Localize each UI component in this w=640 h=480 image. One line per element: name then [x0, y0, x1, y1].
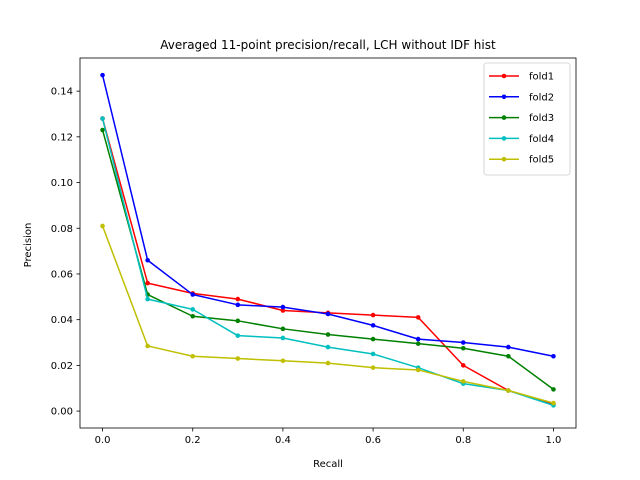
- data-point-fold3: [100, 127, 105, 133]
- legend-label-fold2: fold2: [529, 92, 554, 103]
- data-point-fold2: [415, 336, 421, 342]
- legend-marker-fold1: [501, 73, 507, 79]
- x-tick-label: 0.0: [95, 435, 111, 446]
- data-point-fold5: [280, 358, 286, 364]
- y-tick-label: 0.02: [51, 361, 73, 372]
- axes-frame: [79, 57, 577, 429]
- data-point-fold5: [325, 360, 331, 366]
- legend-label-fold3: fold3: [529, 113, 554, 124]
- legend-marker-fold3: [501, 115, 507, 120]
- data-point-fold3: [235, 318, 241, 324]
- data-point-fold2: [551, 353, 556, 359]
- y-tick-label: 0.14: [51, 87, 73, 98]
- data-point-fold1: [415, 315, 421, 320]
- y-tick-label: 0.10: [51, 178, 73, 189]
- x-tick-label: 0.4: [275, 435, 291, 446]
- data-point-fold4: [370, 351, 376, 357]
- chart-title: Averaged 11-point precision/recall, LCH …: [160, 38, 496, 52]
- y-tick-label: 0.00: [51, 407, 73, 418]
- data-point-fold5: [460, 379, 466, 384]
- data-point-fold1: [145, 280, 150, 286]
- data-point-fold1: [235, 296, 241, 302]
- y-tick-label: 0.12: [51, 132, 73, 143]
- legend: fold1 fold2 fold3 fold4 fold5: [483, 62, 571, 176]
- y-axis-title: Precision: [23, 223, 34, 268]
- y-tick-label: 0.08: [51, 224, 73, 235]
- data-point-fold2: [280, 304, 286, 310]
- data-point-fold2: [506, 344, 511, 350]
- data-point-fold1: [370, 312, 376, 318]
- data-point-fold5: [100, 223, 105, 229]
- data-point-fold5: [415, 367, 421, 373]
- data-point-fold3: [325, 332, 331, 337]
- legend-label-fold5: fold5: [529, 155, 554, 166]
- y-tick-label: 0.04: [51, 315, 73, 326]
- plot-area: 0.0 0.2 0.4 0.6 0.8 1.0 0.00 0.02 0.04 0.06 0.08 0.…: [51, 57, 577, 446]
- data-point-fold2: [460, 340, 466, 345]
- data-point-fold3: [415, 341, 421, 346]
- legend-label-fold1: fold1: [529, 72, 554, 83]
- data-point-fold3: [551, 387, 556, 392]
- data-point-fold3: [370, 336, 376, 342]
- data-point-fold5: [506, 388, 511, 393]
- data-point-fold4: [145, 296, 150, 302]
- x-tick-label: 0.6: [365, 435, 381, 446]
- data-point-fold2: [235, 302, 241, 308]
- legend-label-fold4: fold4: [529, 134, 554, 145]
- legend-marker-fold4: [501, 136, 507, 141]
- data-point-fold5: [145, 343, 150, 349]
- data-point-fold3: [190, 313, 196, 319]
- data-point-fold2: [370, 323, 376, 328]
- data-point-fold3: [280, 326, 286, 332]
- data-point-fold5: [190, 353, 196, 359]
- data-point-fold2: [145, 257, 150, 263]
- data-point-fold2: [100, 72, 105, 78]
- data-point-fold5: [370, 365, 376, 370]
- data-point-fold3: [506, 353, 511, 359]
- x-tick-label: 1.0: [546, 435, 562, 446]
- data-point-fold2: [325, 311, 331, 317]
- x-axis-title: Recall: [313, 459, 343, 470]
- x-tick-label: 0.2: [185, 435, 201, 446]
- data-point-fold5: [235, 356, 241, 361]
- y-tick-label: 0.06: [51, 269, 73, 280]
- legend-marker-fold5: [501, 156, 507, 162]
- data-point-fold4: [190, 307, 196, 312]
- data-point-fold1: [280, 308, 286, 313]
- data-point-fold4: [280, 335, 286, 341]
- data-point-fold2: [190, 292, 196, 297]
- legend-marker-fold2: [501, 94, 507, 100]
- data-point-fold1: [460, 363, 466, 368]
- data-point-fold4: [235, 333, 241, 338]
- legend-box: [483, 62, 571, 176]
- x-tick-label: 0.8: [455, 435, 471, 446]
- data-point-fold3: [460, 345, 466, 351]
- data-point-fold4: [325, 344, 331, 350]
- data-point-fold5: [551, 400, 556, 406]
- data-point-fold4: [100, 116, 105, 121]
